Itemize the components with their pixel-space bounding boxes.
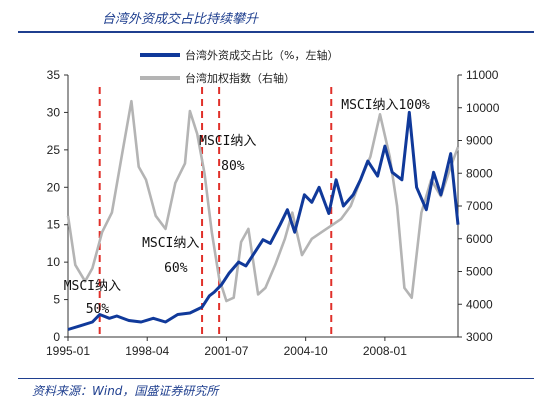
legend-label-index: 台湾加权指数（右轴）: [185, 71, 295, 85]
left-tick-label: 35: [47, 68, 61, 82]
right-tick-label: 3000: [466, 330, 493, 344]
right-tick-label: 9000: [466, 134, 493, 148]
msci-annotation-title: MSCI纳入: [142, 236, 199, 251]
x-tick-label: 2008-01: [363, 344, 407, 358]
msci-annotation-title: MSCI纳入100%: [341, 98, 430, 113]
x-tick-label: 1995-01: [46, 344, 90, 358]
title-divider: [18, 31, 534, 33]
left-tick-label: 0: [53, 330, 60, 344]
index-series-line: [66, 99, 460, 303]
source-divider: [18, 378, 534, 379]
source-note: 资料来源：Wind，国盛证券研究所: [32, 384, 219, 398]
msci-annotation-title: MSCI纳入: [199, 134, 256, 149]
x-tick-label: 1998-04: [125, 344, 169, 358]
event-markers: [98, 87, 333, 337]
right-tick-label: 5000: [466, 265, 493, 279]
left-tick-label: 20: [47, 180, 61, 194]
right-tick-label: 8000: [466, 166, 493, 180]
left-tick-label: 10: [47, 255, 61, 269]
msci-annotation-share: 50%: [86, 302, 110, 317]
right-tick-label: 6000: [466, 232, 493, 246]
msci-annotation-title: MSCI纳入: [64, 279, 121, 294]
msci-annotation-share: 60%: [164, 261, 188, 276]
chart-lines: [66, 99, 460, 331]
chart-legend: 台湾外资成交占比（%，左轴） 台湾加权指数（右轴）: [140, 48, 338, 85]
left-tick-label: 25: [47, 143, 61, 157]
right-tick-label: 10000: [466, 101, 500, 115]
page-title: 台湾外资成交占比持续攀升: [102, 12, 259, 27]
right-tick-label: 4000: [466, 297, 493, 311]
msci-annotation-share: 80%: [221, 159, 245, 174]
share-series-line: [67, 110, 460, 331]
left-tick-label: 30: [47, 105, 61, 119]
chart-axes: 0 5 10 15 20 25 30 35 3000 4000 5000 6000 7000 8000 90…: [46, 68, 500, 358]
x-tick-label: 2004-10: [284, 344, 328, 358]
x-tick-label: 2001-07: [204, 344, 248, 358]
left-tick-label: 15: [47, 218, 61, 232]
right-tick-label: 7000: [466, 199, 493, 213]
right-tick-label: 11000: [466, 68, 499, 82]
left-tick-label: 5: [53, 293, 60, 307]
legend-label-share: 台湾外资成交占比（%，左轴）: [185, 48, 338, 62]
event-annotations: MSCI纳入 50% MSCI纳入 60% MSCI纳入 80% MSCI纳入100%: [64, 98, 430, 317]
